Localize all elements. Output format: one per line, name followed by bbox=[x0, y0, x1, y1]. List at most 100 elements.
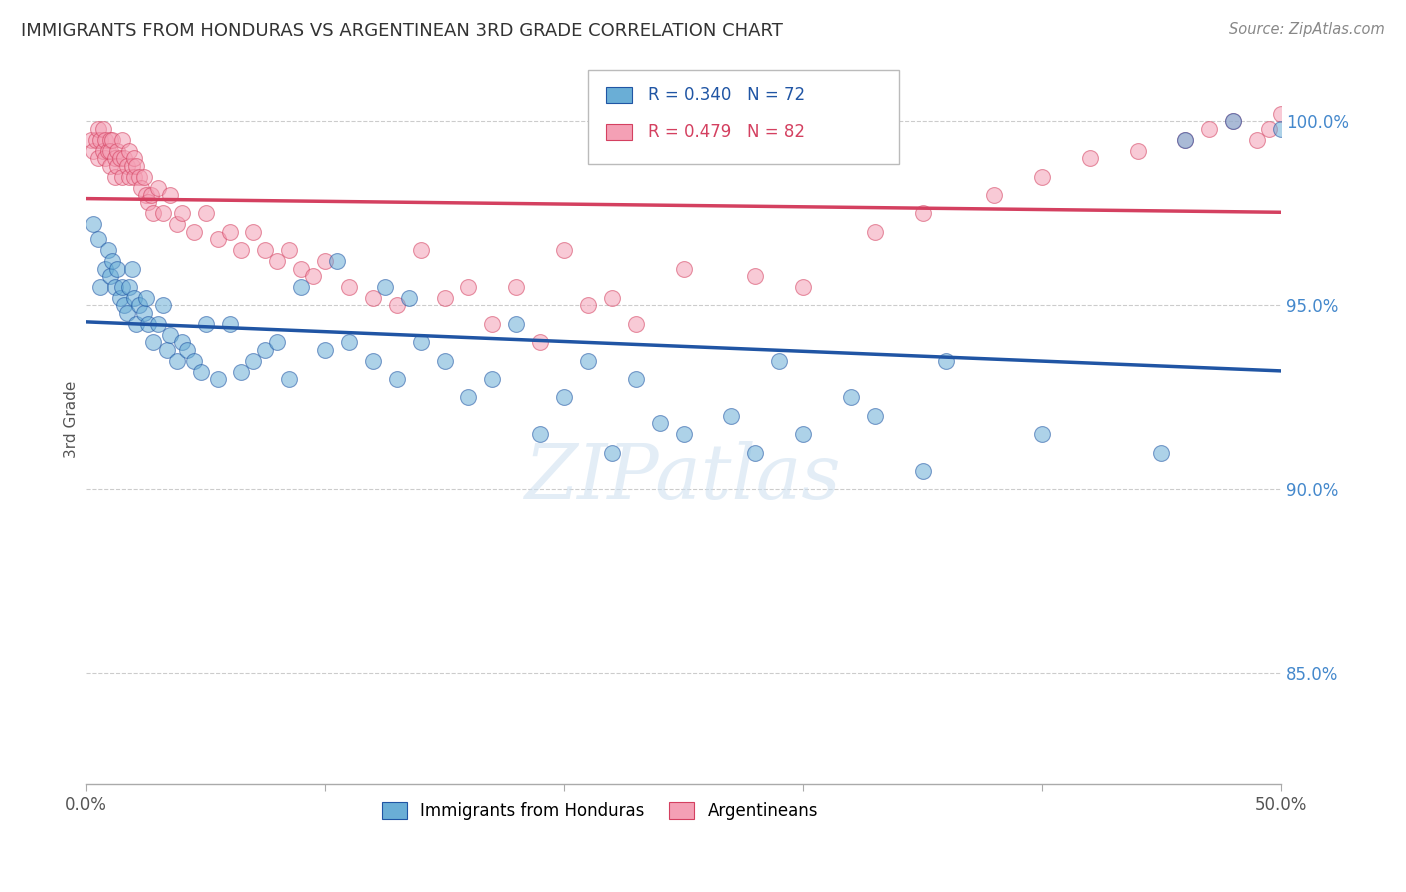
Point bbox=[505, 317, 527, 331]
Point bbox=[935, 353, 957, 368]
Point bbox=[104, 151, 127, 165]
Point bbox=[768, 353, 790, 368]
Point bbox=[135, 188, 157, 202]
Point bbox=[624, 372, 647, 386]
Point bbox=[1031, 169, 1053, 184]
Point bbox=[125, 159, 148, 173]
Point bbox=[108, 151, 131, 165]
Point bbox=[136, 317, 159, 331]
Point bbox=[159, 327, 181, 342]
Point bbox=[290, 261, 312, 276]
Point bbox=[176, 343, 198, 357]
Point bbox=[314, 254, 336, 268]
Point bbox=[457, 280, 479, 294]
FancyBboxPatch shape bbox=[588, 70, 898, 164]
Point bbox=[278, 243, 301, 257]
Point bbox=[481, 317, 503, 331]
Point bbox=[183, 225, 205, 239]
Point bbox=[118, 144, 141, 158]
Point bbox=[115, 159, 138, 173]
Point bbox=[112, 298, 135, 312]
Point bbox=[839, 390, 862, 404]
Point bbox=[94, 133, 117, 147]
Point bbox=[98, 159, 121, 173]
Point bbox=[529, 335, 551, 350]
Point bbox=[231, 365, 253, 379]
Point bbox=[104, 280, 127, 294]
Point bbox=[374, 280, 396, 294]
Point bbox=[1174, 133, 1197, 147]
FancyBboxPatch shape bbox=[606, 87, 633, 103]
Point bbox=[108, 291, 131, 305]
Point bbox=[118, 280, 141, 294]
Point bbox=[290, 280, 312, 294]
Point bbox=[624, 317, 647, 331]
Point bbox=[278, 372, 301, 386]
Point bbox=[254, 343, 277, 357]
Point bbox=[94, 151, 117, 165]
Point bbox=[1222, 114, 1244, 128]
Point bbox=[122, 151, 145, 165]
Point bbox=[326, 254, 349, 268]
Point bbox=[600, 445, 623, 459]
Point bbox=[231, 243, 253, 257]
Point bbox=[87, 232, 110, 246]
Point bbox=[553, 390, 575, 404]
Point bbox=[433, 291, 456, 305]
Point bbox=[135, 291, 157, 305]
Point bbox=[118, 169, 141, 184]
Point bbox=[409, 243, 432, 257]
Point bbox=[166, 218, 188, 232]
Point bbox=[433, 353, 456, 368]
Point bbox=[1270, 107, 1292, 121]
Point bbox=[481, 372, 503, 386]
Point bbox=[112, 151, 135, 165]
Point bbox=[1222, 114, 1244, 128]
Point bbox=[792, 427, 814, 442]
Point bbox=[105, 144, 128, 158]
Point bbox=[80, 133, 103, 147]
Point bbox=[600, 291, 623, 305]
Point bbox=[207, 232, 229, 246]
Point bbox=[266, 335, 288, 350]
Point bbox=[121, 159, 143, 173]
Point bbox=[91, 121, 114, 136]
Point bbox=[1174, 133, 1197, 147]
Point bbox=[82, 144, 104, 158]
Point bbox=[105, 159, 128, 173]
Point bbox=[983, 188, 1005, 202]
Point bbox=[385, 298, 408, 312]
Point bbox=[122, 291, 145, 305]
Point bbox=[1198, 121, 1220, 136]
Point bbox=[337, 335, 360, 350]
Point bbox=[792, 280, 814, 294]
Point bbox=[97, 243, 120, 257]
Point bbox=[82, 218, 104, 232]
Point bbox=[132, 169, 155, 184]
Point bbox=[576, 298, 599, 312]
Point bbox=[101, 133, 124, 147]
Point bbox=[194, 317, 217, 331]
Point bbox=[152, 206, 174, 220]
Point bbox=[142, 206, 165, 220]
Point bbox=[1078, 151, 1101, 165]
Point bbox=[139, 188, 162, 202]
Point bbox=[111, 280, 134, 294]
Point bbox=[170, 206, 193, 220]
Point bbox=[152, 298, 174, 312]
Point bbox=[361, 353, 384, 368]
Point bbox=[911, 206, 934, 220]
Point bbox=[122, 169, 145, 184]
Point bbox=[104, 169, 127, 184]
Point bbox=[1246, 133, 1268, 147]
Point bbox=[1258, 121, 1281, 136]
Point bbox=[863, 225, 886, 239]
Point bbox=[720, 409, 742, 423]
Point bbox=[302, 268, 325, 283]
Point bbox=[529, 427, 551, 442]
Point bbox=[159, 188, 181, 202]
Point bbox=[128, 169, 150, 184]
Point bbox=[409, 335, 432, 350]
Point bbox=[457, 390, 479, 404]
Point bbox=[97, 144, 120, 158]
